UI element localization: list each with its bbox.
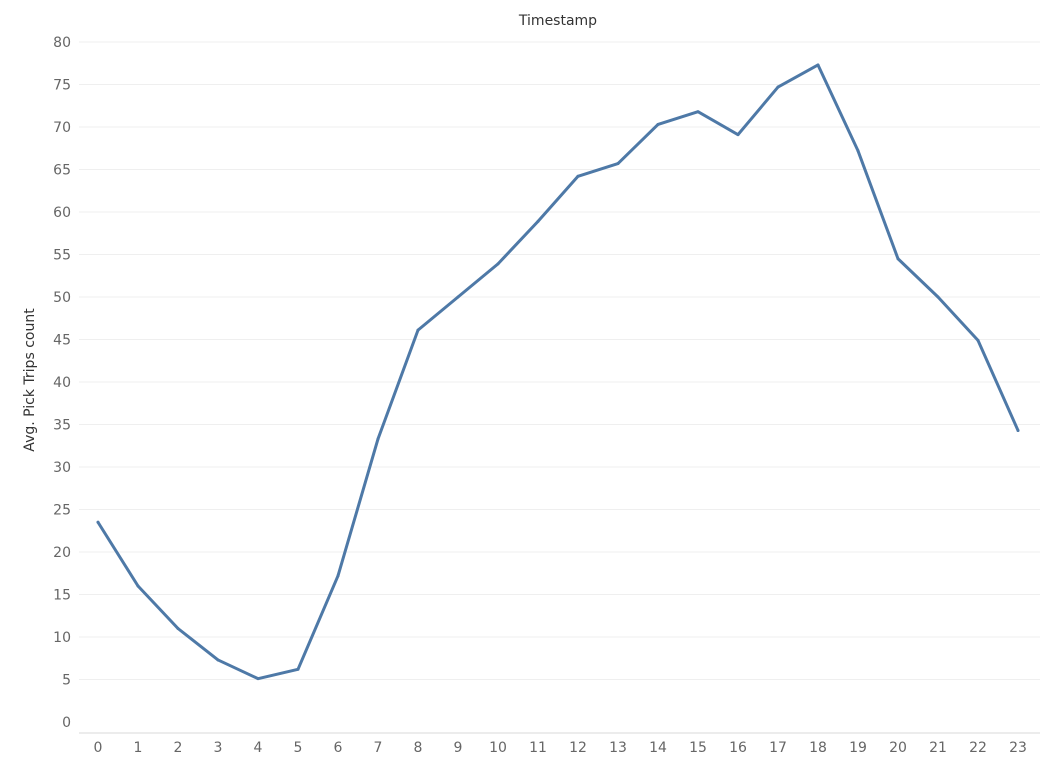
x-tick-label: 10: [489, 740, 507, 756]
x-tick-label: 14: [649, 740, 667, 756]
data-point: [536, 219, 540, 223]
x-axis-ticks: 0 1 2 3 4 5 6 7 8 9 10 11 12 13 14 15 16 17 18 19 20 21 22 23: [94, 740, 1027, 756]
x-tick-label: 17: [769, 740, 787, 756]
data-point: [896, 257, 900, 261]
data-point: [856, 149, 860, 153]
x-tick-label: 13: [609, 740, 627, 756]
x-tick-label: 19: [849, 740, 867, 756]
x-tick-label: 2: [174, 740, 183, 756]
x-tick-label: 7: [374, 740, 383, 756]
x-tick-label: 3: [214, 740, 223, 756]
data-point: [336, 574, 340, 578]
y-axis-ticks: 0 5 10 15 20 25 30 35 40 45 50 55 60 65 70 75 80: [53, 35, 71, 731]
x-tick-label: 4: [254, 740, 263, 756]
x-tick-label: 12: [569, 740, 587, 756]
grid-lines: [79, 41, 1040, 680]
data-point: [496, 262, 500, 266]
y-axis-title: Avg. Pick Trips count: [22, 308, 38, 452]
data-point: [656, 122, 660, 126]
x-tick-label: 22: [969, 740, 987, 756]
x-tick-label: 16: [729, 740, 747, 756]
x-tick-label: 11: [529, 740, 547, 756]
y-tick-label: 75: [53, 78, 71, 94]
data-point: [1016, 428, 1020, 432]
data-point: [736, 133, 740, 137]
x-tick-label: 9: [454, 740, 463, 756]
data-point: [96, 520, 100, 524]
y-tick-label: 70: [53, 120, 71, 136]
data-point: [576, 174, 580, 178]
data-point: [616, 162, 620, 166]
data-point: [176, 627, 180, 630]
y-tick-label: 65: [53, 163, 71, 179]
y-tick-label: 45: [53, 333, 71, 349]
data-point: [816, 63, 820, 67]
data-point: [256, 677, 260, 681]
y-tick-label: 20: [53, 545, 71, 561]
y-tick-label: 55: [53, 248, 71, 264]
x-tick-label: 6: [334, 740, 343, 756]
data-point: [296, 667, 300, 671]
x-tick-label: 5: [294, 740, 303, 756]
series-line: [96, 63, 1020, 681]
x-tick-label: 15: [689, 740, 707, 756]
data-point: [976, 338, 980, 342]
chart-title: Timestamp: [518, 13, 597, 29]
y-tick-label: 80: [53, 35, 71, 51]
data-point: [776, 85, 780, 89]
x-tick-label: 21: [929, 740, 947, 756]
y-tick-label: 50: [53, 290, 71, 306]
x-tick-label: 8: [414, 740, 423, 756]
data-point: [216, 658, 220, 662]
y-tick-label: 10: [53, 630, 71, 646]
y-tick-label: 30: [53, 460, 71, 476]
x-tick-label: 23: [1009, 740, 1027, 756]
y-tick-label: 5: [62, 673, 71, 689]
y-tick-label: 0: [62, 715, 71, 731]
data-point: [456, 295, 460, 299]
y-tick-label: 60: [53, 205, 71, 221]
data-point: [136, 584, 140, 588]
x-tick-label: 18: [809, 740, 827, 756]
series-group: [96, 63, 1020, 681]
y-tick-label: 25: [53, 503, 71, 519]
y-tick-label: 35: [53, 418, 71, 434]
data-point: [376, 437, 380, 441]
data-point: [936, 295, 940, 299]
data-point: [696, 110, 700, 114]
x-tick-label: 0: [94, 740, 103, 756]
x-tick-label: 1: [134, 740, 143, 756]
y-tick-label: 15: [53, 588, 71, 604]
data-point: [416, 328, 420, 332]
x-tick-label: 20: [889, 740, 907, 756]
y-tick-label: 40: [53, 375, 71, 391]
